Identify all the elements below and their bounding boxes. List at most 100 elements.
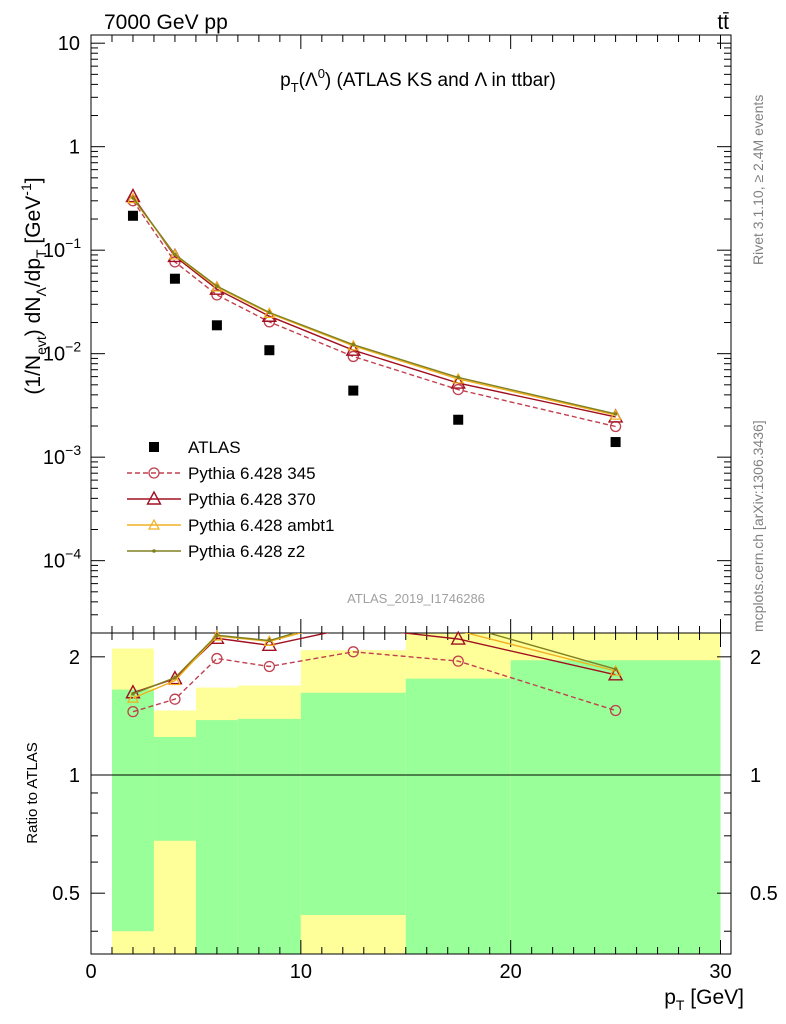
series-line bbox=[132, 197, 616, 415]
main-y-tick-label: 1 bbox=[69, 137, 80, 159]
mc-370-point bbox=[607, 666, 624, 681]
main-axes: 10 1 10−1 10−2 10−3 10−4 bbox=[43, 33, 731, 634]
legend-entry: Pythia 6.428 z2 bbox=[127, 542, 305, 561]
mc-370-point bbox=[125, 188, 141, 203]
ratio-y-tick-label: 1 bbox=[69, 765, 80, 787]
series-pythia-6-428-345 bbox=[127, 646, 622, 718]
x-tick-label: 30 bbox=[709, 961, 731, 983]
mc-345-point bbox=[127, 706, 139, 718]
header-left: 7000 GeV pp bbox=[104, 11, 228, 34]
mc-ambt1-point bbox=[147, 518, 161, 530]
mc-z2-point bbox=[613, 412, 618, 416]
legend-label: ATLAS bbox=[188, 438, 241, 457]
mc-345-point bbox=[452, 383, 464, 396]
main-frame bbox=[90, 34, 732, 634]
legend-label: Pythia 6.428 z2 bbox=[188, 542, 305, 561]
legend-label: Pythia 6.428 345 bbox=[188, 464, 316, 483]
mc-345-point bbox=[263, 660, 276, 673]
ratio-green-band bbox=[195, 720, 238, 954]
mcplots-label: mcplots.cern.ch [arXiv:1306.3436] bbox=[750, 420, 766, 632]
mc-345-point bbox=[347, 350, 359, 363]
mc-370-point bbox=[345, 341, 361, 356]
mc-ambt1-point bbox=[168, 248, 181, 260]
atlas-data-point bbox=[348, 385, 359, 396]
mc-z2-point bbox=[215, 284, 219, 288]
series-line bbox=[132, 200, 616, 428]
ratio-green-band bbox=[153, 736, 196, 841]
main-y-tick-label: 10−2 bbox=[43, 339, 81, 366]
ratio-green-band bbox=[405, 678, 511, 954]
ratio-uncertainty-bands bbox=[111, 633, 721, 954]
main-title: pT(Λ0) (ATLAS KS and Λ in ttbar) bbox=[280, 66, 556, 95]
mc-345-point bbox=[347, 646, 359, 658]
ratio-green-band bbox=[510, 660, 721, 954]
mc-345-point bbox=[452, 655, 464, 667]
mc-345-point bbox=[127, 195, 139, 207]
series-line bbox=[132, 651, 616, 713]
mc-345-point bbox=[169, 693, 181, 705]
mc-z2-point bbox=[173, 675, 177, 680]
ratio-y-tick-label-right: 0.5 bbox=[750, 883, 778, 905]
atlas-data-point bbox=[127, 210, 138, 221]
xlabel: pT [GeV] bbox=[664, 986, 744, 1013]
mc-z2-point bbox=[267, 310, 272, 315]
main-y-tick-label: 10−4 bbox=[43, 546, 81, 573]
x-tick-label: 0 bbox=[85, 961, 96, 983]
atlas-data-point bbox=[211, 320, 222, 331]
mc-z2-point bbox=[131, 196, 135, 200]
series-pythia-6-428-345 bbox=[127, 195, 622, 433]
ratio-series-layer bbox=[125, 629, 624, 718]
mc-z2-point bbox=[267, 638, 272, 643]
series-line bbox=[132, 196, 616, 418]
legend-label: Pythia 6.428 370 bbox=[188, 490, 316, 509]
main-y-tick-label: 10−1 bbox=[43, 235, 81, 262]
main-series-layer bbox=[125, 188, 624, 448]
mc-ambt1-point bbox=[126, 691, 139, 703]
main-y-tick-label: 10−3 bbox=[43, 442, 81, 469]
legend-entry: Pythia 6.428 370 bbox=[127, 490, 316, 509]
mc-z2-point bbox=[152, 549, 156, 553]
series-pythia-6-428-370 bbox=[125, 188, 624, 423]
mc-z2-point bbox=[351, 342, 356, 347]
mc-ambt1-point bbox=[126, 192, 139, 204]
mc-z2-point bbox=[613, 667, 618, 672]
series-atlas bbox=[127, 210, 621, 448]
header-right: tt̄ bbox=[717, 11, 729, 34]
ratio-y-tick-label: 2 bbox=[69, 647, 80, 669]
atlas-data-point bbox=[453, 414, 464, 425]
x-tick-label: 10 bbox=[290, 961, 312, 983]
mc-345-point bbox=[148, 467, 160, 479]
mc-370-point bbox=[261, 636, 278, 651]
ratio-green-band bbox=[111, 689, 154, 932]
mc-ambt1-point bbox=[168, 674, 181, 686]
ratio-ylabel: Ratio to ATLAS bbox=[24, 742, 41, 843]
mc-370-point bbox=[450, 630, 466, 645]
rivet-label: Rivet 3.1.10, ≥ 2.4M events bbox=[750, 95, 766, 265]
legend-label: Pythia 6.428 ambt1 bbox=[188, 516, 334, 535]
legend-entry: ATLAS bbox=[149, 438, 241, 457]
ratio-y-tick-label-right: 1 bbox=[750, 765, 761, 787]
atlas-data-point bbox=[169, 273, 180, 284]
legend: ATLAS Pythia 6.428 345 Pythia 6.428 370 Pyt… bbox=[127, 438, 334, 561]
ratio-green-band bbox=[237, 718, 301, 954]
analysis-watermark: ATLAS_2019_I1746286 bbox=[347, 591, 485, 606]
series-pythia-6-428-z2 bbox=[131, 633, 618, 696]
main-y-tick-label: 10 bbox=[58, 33, 80, 55]
series-pythia-6-428-z2 bbox=[131, 196, 618, 416]
atlas-data-point bbox=[149, 442, 159, 452]
ratio-green-band bbox=[300, 692, 406, 915]
mc-370-point bbox=[146, 490, 162, 505]
mc-z2-point bbox=[456, 375, 461, 380]
x-tick-label: 20 bbox=[500, 961, 522, 983]
atlas-data-point bbox=[264, 345, 275, 356]
mc-z2-point bbox=[173, 252, 177, 257]
legend-entry: Pythia 6.428 345 bbox=[127, 464, 316, 483]
series-pythia-6-428-ambt1 bbox=[126, 192, 622, 420]
main-ylabel: (1/Nevt) dNΛ/dpT [GeV-1] bbox=[18, 177, 49, 394]
mc-z2-point bbox=[131, 692, 135, 696]
mc-ambt1-point bbox=[609, 408, 622, 420]
ratio-y-tick-label: 0.5 bbox=[52, 883, 80, 905]
series-line bbox=[132, 198, 616, 416]
